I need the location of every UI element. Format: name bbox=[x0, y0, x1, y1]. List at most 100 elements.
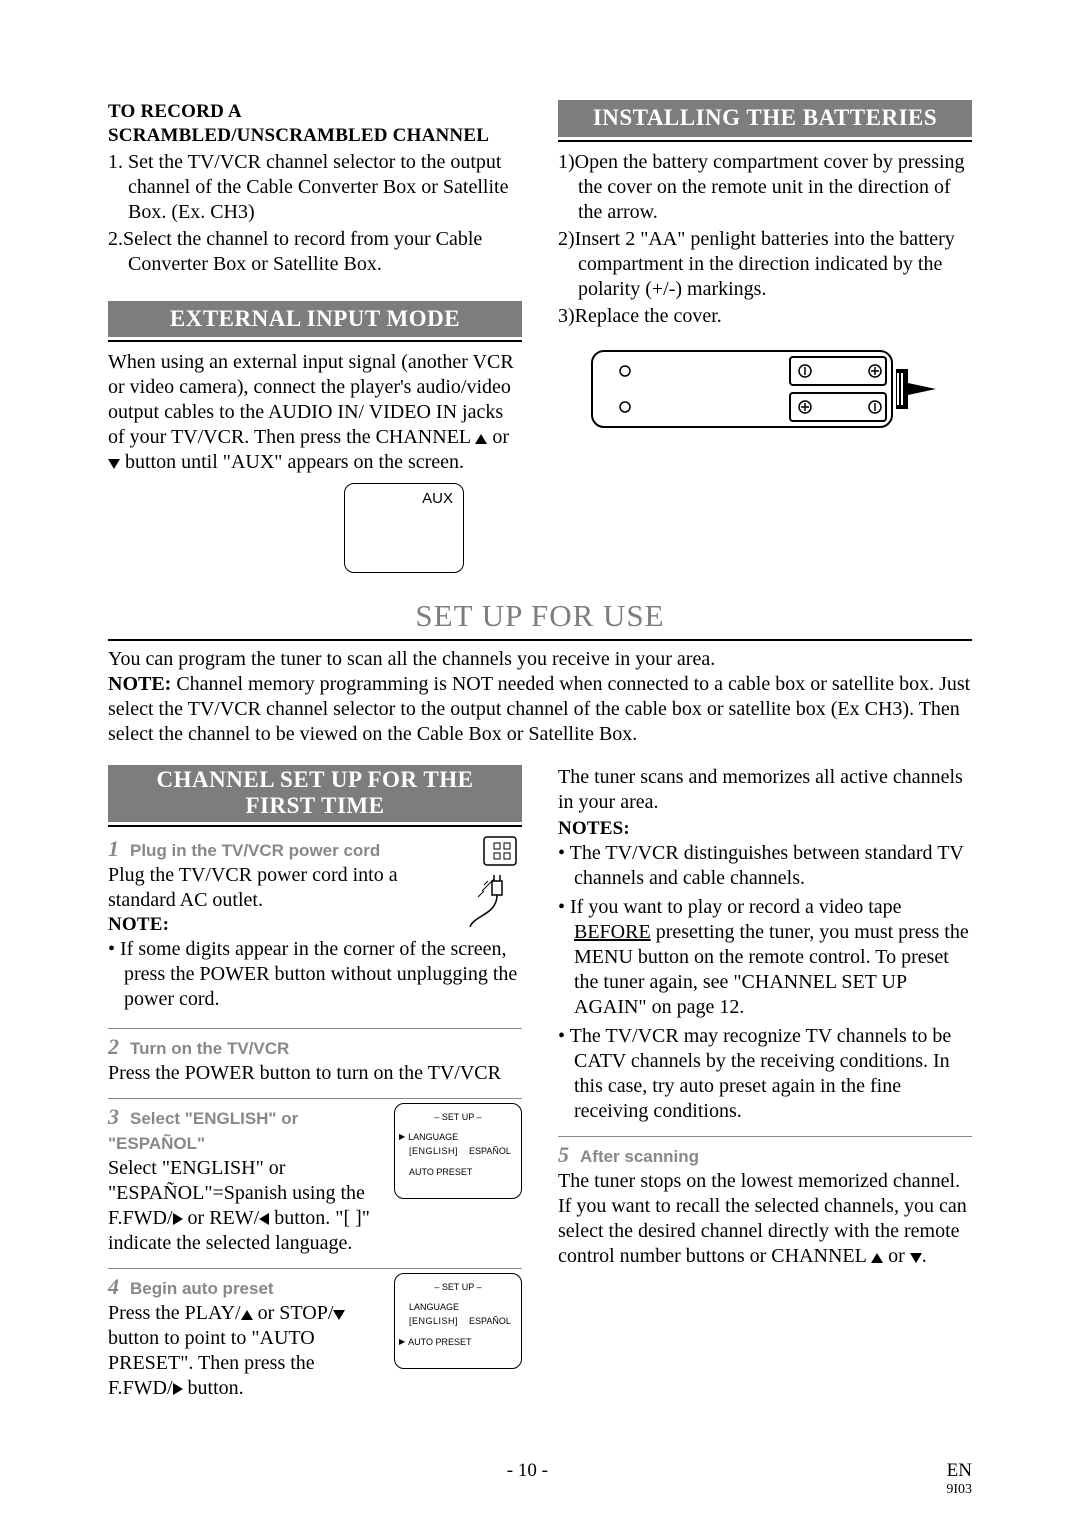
osd-espanol-3: ESPAÑOL bbox=[469, 1144, 511, 1158]
lang-code: EN bbox=[947, 1459, 972, 1483]
step-2-body: Press the POWER button to turn on the TV… bbox=[108, 1061, 522, 1086]
before-underline: BEFORE bbox=[574, 921, 651, 943]
osd-english-4: [ENGLISH] bbox=[409, 1314, 458, 1328]
aux-label: AUX bbox=[355, 490, 453, 509]
step-5-body-post: . bbox=[922, 1245, 927, 1267]
batteries-item-3: 3)Replace the cover. bbox=[558, 304, 972, 329]
channel-setup-heading-1: CHANNEL SET UP FOR THE bbox=[157, 767, 474, 792]
step-5-body-mid: or bbox=[883, 1245, 910, 1267]
batteries-heading: INSTALLING THE BATTERIES bbox=[558, 100, 972, 137]
osd-espanol-4: ESPAÑOL bbox=[469, 1314, 511, 1328]
batteries-item-1: 1)Open the battery compartment cover by … bbox=[558, 150, 972, 225]
step-5: 5 After scanning The tuner stops on the … bbox=[558, 1136, 972, 1269]
notes-item-1: The TV/VCR distinguishes between standar… bbox=[558, 841, 972, 891]
setup-note-label: NOTE: bbox=[108, 673, 171, 695]
step-4-body-mid1: or STOP/ bbox=[253, 1302, 334, 1324]
ffwd-icon bbox=[173, 1213, 183, 1225]
channel-setup-heading: CHANNEL SET UP FOR THE FIRST TIME bbox=[108, 765, 522, 822]
osd-language-4: LANGUAGE bbox=[409, 1300, 459, 1314]
plug-icon bbox=[464, 835, 522, 929]
osd-english-3: [ENGLISH] bbox=[409, 1144, 458, 1158]
pointer-icon-2: ▶ bbox=[399, 1336, 405, 1349]
step-4-title: Begin auto preset bbox=[130, 1279, 274, 1298]
record-item-2: 2.Select the channel to record from your… bbox=[108, 227, 522, 277]
step-2-title: Turn on the TV/VCR bbox=[130, 1039, 289, 1058]
step-3-body-mid: or REW/ bbox=[183, 1207, 260, 1229]
batteries-rule bbox=[558, 140, 972, 142]
setup-intro-1: You can program the tuner to scan all th… bbox=[108, 647, 972, 672]
step-3-title: Select "ENGLISH" or "ESPAÑOL" bbox=[108, 1109, 298, 1153]
rew-icon bbox=[259, 1213, 269, 1225]
notes-label: NOTES: bbox=[558, 817, 972, 841]
osd-auto-4: AUTO PRESET bbox=[408, 1335, 471, 1349]
external-body-mid: or bbox=[487, 426, 509, 448]
aux-screen: AUX bbox=[344, 483, 464, 573]
pointer-icon: ▶ bbox=[399, 1131, 405, 1144]
setup-heading-text: SET UP FOR USE bbox=[415, 598, 664, 633]
external-section: EXTERNAL INPUT MODE When using an extern… bbox=[108, 301, 522, 574]
lower-left-column: CHANNEL SET UP FOR THE FIRST TIME 1 Plug… bbox=[108, 765, 522, 1401]
step-4-body: Press the PLAY/ or STOP/ button to point… bbox=[108, 1301, 384, 1401]
page-footer: - 10 - EN 9I03 bbox=[108, 1459, 972, 1483]
record-list: 1. Set the TV/VCR channel selector to th… bbox=[108, 150, 522, 277]
step-3-num: 3 bbox=[108, 1104, 119, 1129]
notes-item-3: The TV/VCR may recognize TV channels to … bbox=[558, 1024, 972, 1124]
setup-intro-note: NOTE: Channel memory programming is NOT … bbox=[108, 672, 972, 747]
lower-columns: CHANNEL SET UP FOR THE FIRST TIME 1 Plug… bbox=[108, 765, 972, 1401]
stop-down-icon bbox=[333, 1310, 345, 1320]
channel-up-icon-2 bbox=[871, 1253, 883, 1263]
step-1-num: 1 bbox=[108, 836, 119, 861]
play-up-icon bbox=[241, 1310, 253, 1320]
step-1-title: Plug in the TV/VCR power cord bbox=[130, 841, 380, 860]
doc-code: 9I03 bbox=[946, 1481, 972, 1499]
battery-diagram-icon bbox=[590, 339, 940, 439]
step-3: 3 Select "ENGLISH" or "ESPAÑOL" Select "… bbox=[108, 1098, 522, 1256]
left-top-column: TO RECORD A SCRAMBLED/UNSCRAMBLED CHANNE… bbox=[108, 100, 522, 573]
step-1-note-label: NOTE: bbox=[108, 913, 522, 937]
channel-setup-heading-2: FIRST TIME bbox=[245, 793, 384, 818]
notes-list: The TV/VCR distinguishes between standar… bbox=[558, 841, 972, 1124]
setup-rule bbox=[108, 639, 972, 641]
top-columns: TO RECORD A SCRAMBLED/UNSCRAMBLED CHANNE… bbox=[108, 100, 972, 573]
setup-note-body: Channel memory programming is NOT needed… bbox=[108, 673, 970, 745]
osd-language-3: LANGUAGE bbox=[408, 1130, 458, 1144]
external-body-post: button until "AUX" appears on the screen… bbox=[120, 451, 464, 473]
step-4-body-pre: Press the PLAY/ bbox=[108, 1302, 241, 1324]
scan-intro: The tuner scans and memorizes all active… bbox=[558, 765, 972, 815]
right-top-column: INSTALLING THE BATTERIES 1)Open the batt… bbox=[558, 100, 972, 573]
channel-setup-rule bbox=[108, 825, 522, 827]
step-1-note-list: If some digits appear in the corner of t… bbox=[108, 937, 522, 1012]
record-item-1: 1. Set the TV/VCR channel selector to th… bbox=[108, 150, 522, 225]
external-body: When using an external input signal (ano… bbox=[108, 350, 522, 475]
ffwd-icon-2 bbox=[173, 1383, 183, 1395]
step-4-body-post: button. bbox=[183, 1377, 244, 1399]
channel-down-icon-2 bbox=[910, 1253, 922, 1263]
channel-up-icon bbox=[475, 434, 487, 444]
step-4: 4 Begin auto preset Press the PLAY/ or S… bbox=[108, 1268, 522, 1401]
osd-auto-3: AUTO PRESET bbox=[409, 1165, 472, 1179]
step-4-num: 4 bbox=[108, 1274, 119, 1299]
step-2-num: 2 bbox=[108, 1034, 119, 1059]
notes-item-2: If you want to play or record a video ta… bbox=[558, 895, 972, 1020]
osd-screen-step4: – SET UP – LANGUAGE [ENGLISH] ESPAÑOL ▶ … bbox=[394, 1273, 522, 1369]
osd-screen-step3: – SET UP – ▶ LANGUAGE [ENGLISH] ESPAÑOL … bbox=[394, 1103, 522, 1199]
osd-title-3: – SET UP – bbox=[399, 1110, 517, 1124]
external-rule bbox=[108, 340, 522, 342]
step-3-body: Select "ENGLISH" or "ESPAÑOL"=Spanish us… bbox=[108, 1156, 384, 1256]
external-heading: EXTERNAL INPUT MODE bbox=[108, 301, 522, 338]
step-1: 1 Plug in the TV/VCR power cord Plug the… bbox=[108, 835, 522, 1016]
step-2: 2 Turn on the TV/VCR Press the POWER but… bbox=[108, 1028, 522, 1086]
external-body-pre: When using an external input signal (ano… bbox=[108, 351, 514, 448]
batteries-item-2: 2)Insert 2 "AA" penlight batteries into … bbox=[558, 227, 972, 302]
record-subhead: TO RECORD A SCRAMBLED/UNSCRAMBLED CHANNE… bbox=[108, 100, 522, 148]
step-5-num: 5 bbox=[558, 1142, 569, 1167]
page-number: - 10 - bbox=[507, 1459, 548, 1483]
lower-right-column: The tuner scans and memorizes all active… bbox=[558, 765, 972, 1401]
batteries-list: 1)Open the battery compartment cover by … bbox=[558, 150, 972, 329]
setup-heading: SET UP FOR USE bbox=[108, 597, 972, 636]
step-1-note-item: If some digits appear in the corner of t… bbox=[108, 937, 522, 1012]
osd-title-4: – SET UP – bbox=[399, 1280, 517, 1294]
channel-down-icon bbox=[108, 459, 120, 469]
step-1-body: Plug the TV/VCR power cord into a standa… bbox=[108, 863, 522, 913]
step-5-title: After scanning bbox=[580, 1147, 699, 1166]
